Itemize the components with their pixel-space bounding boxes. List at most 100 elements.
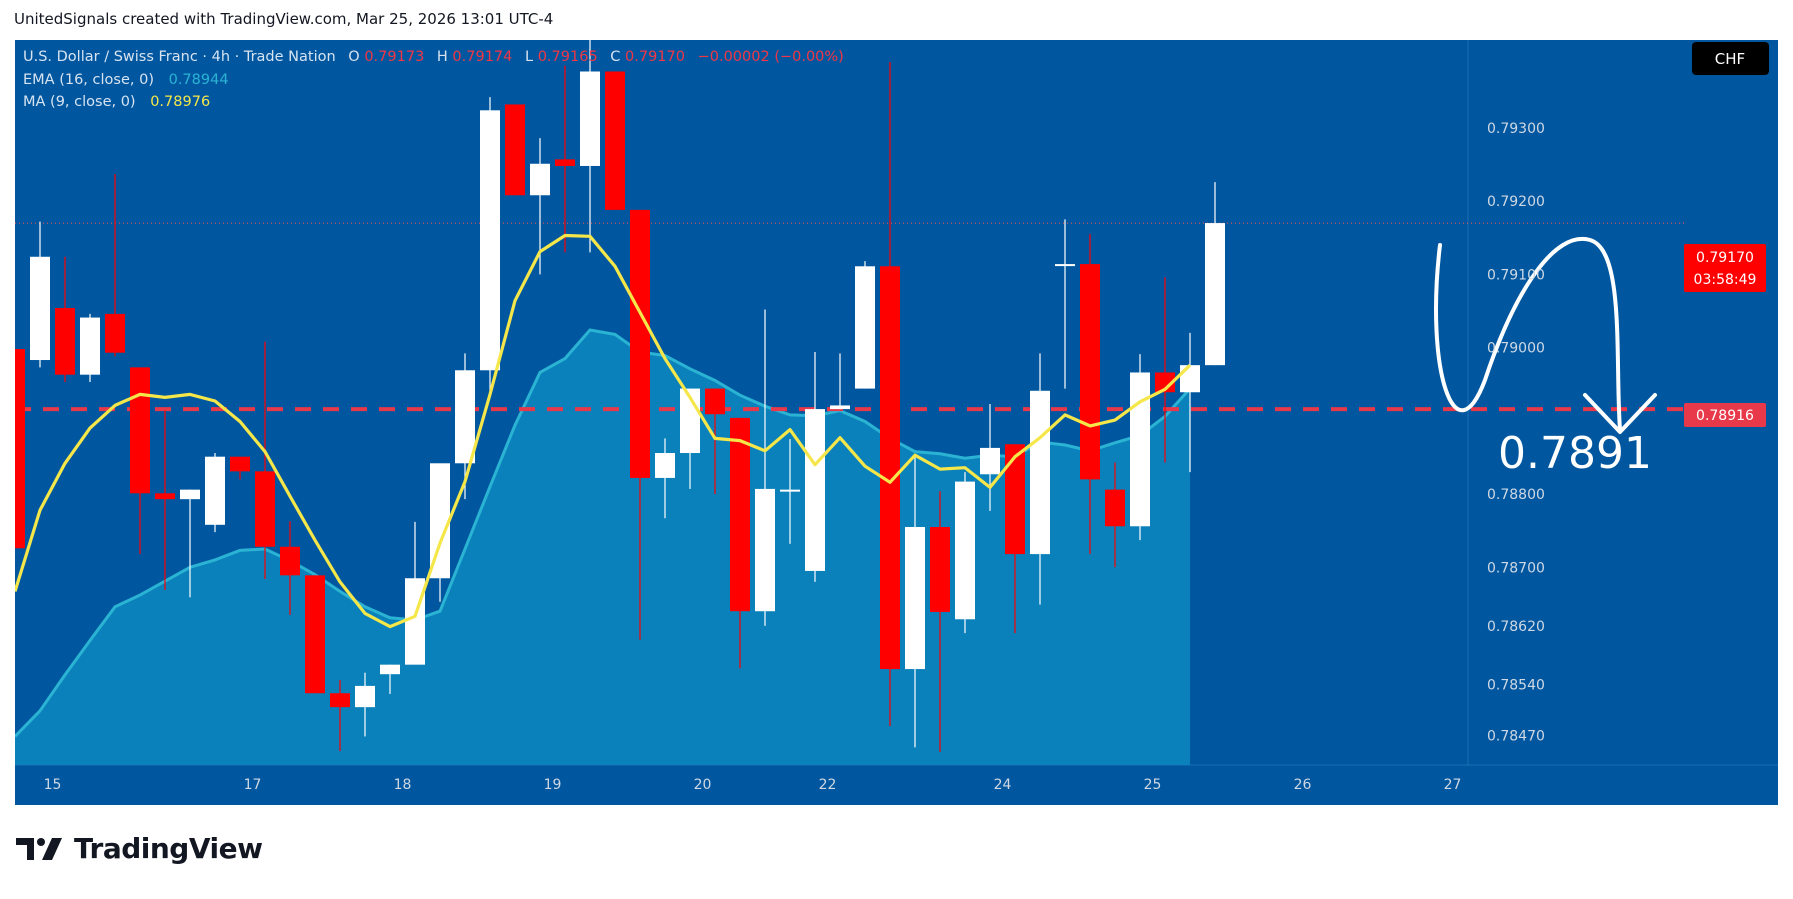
price-tick-label: 0.78800 bbox=[1487, 487, 1545, 503]
price-tick-label: 0.78700 bbox=[1487, 560, 1545, 576]
candle bbox=[705, 388, 725, 495]
time-tick-label: 27 bbox=[1444, 777, 1462, 793]
currency-badge[interactable]: CHF bbox=[1692, 42, 1769, 75]
candle-body bbox=[580, 71, 600, 166]
candle-body bbox=[930, 526, 950, 612]
time-tick-label: 26 bbox=[1294, 777, 1312, 793]
candle bbox=[555, 65, 575, 253]
candle bbox=[905, 455, 925, 748]
candle-body bbox=[780, 489, 800, 492]
candle bbox=[355, 672, 375, 737]
candle-body bbox=[155, 493, 175, 500]
time-axis[interactable]: 15 17 18 19 20 22 24 25 26 27 bbox=[44, 777, 1462, 793]
candle bbox=[80, 313, 100, 382]
candle-body bbox=[980, 447, 1000, 475]
candle-body bbox=[630, 209, 650, 478]
candle-body bbox=[730, 417, 750, 612]
candle-layer bbox=[15, 40, 1225, 752]
candle bbox=[830, 353, 850, 410]
price-tick-label: 0.79100 bbox=[1487, 267, 1545, 283]
last-price-badge: 0.79170 03:58:49 bbox=[1684, 244, 1766, 292]
time-tick-label: 15 bbox=[44, 777, 62, 793]
candle bbox=[780, 439, 800, 544]
candle-body bbox=[230, 456, 250, 472]
candle bbox=[605, 71, 625, 210]
candle bbox=[655, 438, 675, 519]
legend-change: −0.00002 (−0.00%) bbox=[698, 49, 844, 65]
candle bbox=[130, 367, 150, 555]
candle bbox=[730, 417, 750, 669]
candle-body bbox=[15, 349, 25, 549]
time-tick-label: 24 bbox=[994, 777, 1012, 793]
candle-body bbox=[1055, 264, 1075, 267]
candle-body bbox=[1205, 223, 1225, 366]
legend-open-label: O bbox=[348, 49, 359, 65]
chart-frame[interactable]: 0.7891 0.79300 0.79200 0.79100 0.79000 0.788… bbox=[15, 40, 1778, 805]
candle-body bbox=[1180, 365, 1200, 393]
candle-body bbox=[1155, 372, 1175, 393]
candle-body bbox=[1080, 264, 1100, 480]
chart-attribution: UnitedSignals created with TradingView.c… bbox=[14, 10, 554, 28]
candle bbox=[105, 174, 125, 357]
candle-body bbox=[430, 463, 450, 579]
legend-close-value: 0.79170 bbox=[625, 49, 685, 65]
time-tick-label: 25 bbox=[1144, 777, 1162, 793]
candle-body bbox=[955, 481, 975, 620]
legend-symbol: U.S. Dollar / Swiss Franc · 4h · Trade N… bbox=[23, 49, 336, 65]
price-tick-label: 0.78470 bbox=[1487, 729, 1545, 745]
candle bbox=[1105, 462, 1125, 568]
candle-body bbox=[30, 256, 50, 361]
candle bbox=[205, 453, 225, 533]
price-tick-label: 0.78540 bbox=[1487, 677, 1545, 693]
candle-body bbox=[380, 664, 400, 675]
candle-body bbox=[530, 163, 550, 196]
candle bbox=[880, 61, 900, 727]
candle-body bbox=[455, 370, 475, 464]
candle-body bbox=[1130, 372, 1150, 527]
tradingview-logo[interactable]: TradingView bbox=[16, 832, 263, 865]
candle-body bbox=[905, 526, 925, 670]
tradingview-logo-icon bbox=[16, 837, 62, 860]
legend-high-label: H bbox=[437, 49, 448, 65]
price-tick-label: 0.79300 bbox=[1487, 121, 1545, 137]
candle-body bbox=[1030, 390, 1050, 555]
arrow-head-icon bbox=[1583, 393, 1657, 434]
svg-text:EMA (16, close, 0) 0.7: EMA (16, close, 0) 0.78944 bbox=[23, 72, 229, 88]
price-tick-label: 0.78620 bbox=[1487, 619, 1545, 635]
candle bbox=[1155, 277, 1175, 463]
candle-body bbox=[855, 266, 875, 389]
annotation-layer: 0.7891 bbox=[1434, 236, 1657, 479]
forecast-arrow-drawing bbox=[1434, 236, 1622, 432]
legend-low-value: 0.79165 bbox=[538, 49, 598, 65]
candle-body bbox=[830, 405, 850, 410]
candle bbox=[480, 97, 500, 393]
candle-body bbox=[255, 471, 275, 547]
candle-body bbox=[305, 575, 325, 694]
candle-body bbox=[80, 317, 100, 375]
candle-body bbox=[330, 693, 350, 708]
candle-body bbox=[805, 409, 825, 571]
candle bbox=[15, 349, 25, 549]
candle bbox=[380, 664, 400, 694]
legend-ema-value: 0.78944 bbox=[169, 72, 229, 88]
candle bbox=[55, 256, 75, 382]
candle bbox=[980, 403, 1000, 511]
candle bbox=[280, 521, 300, 615]
candle bbox=[505, 104, 525, 196]
candle bbox=[1055, 219, 1075, 389]
candle bbox=[855, 261, 875, 389]
candle bbox=[1130, 354, 1150, 541]
candle bbox=[755, 309, 775, 626]
candle-body bbox=[130, 367, 150, 494]
legend-open-value: 0.79173 bbox=[364, 49, 424, 65]
candle-body bbox=[280, 546, 300, 576]
candle-body bbox=[555, 159, 575, 166]
time-tick-label: 18 bbox=[394, 777, 412, 793]
candle bbox=[930, 491, 950, 752]
candle-body bbox=[755, 488, 775, 612]
legend-high-value: 0.79174 bbox=[452, 49, 512, 65]
price-axis[interactable]: 0.79300 0.79200 0.79100 0.79000 0.78800 0.787… bbox=[1487, 121, 1545, 745]
candle bbox=[180, 489, 200, 598]
legend-ma-label: MA (9, close, 0) bbox=[23, 94, 136, 110]
ma-line bbox=[15, 233, 1192, 629]
